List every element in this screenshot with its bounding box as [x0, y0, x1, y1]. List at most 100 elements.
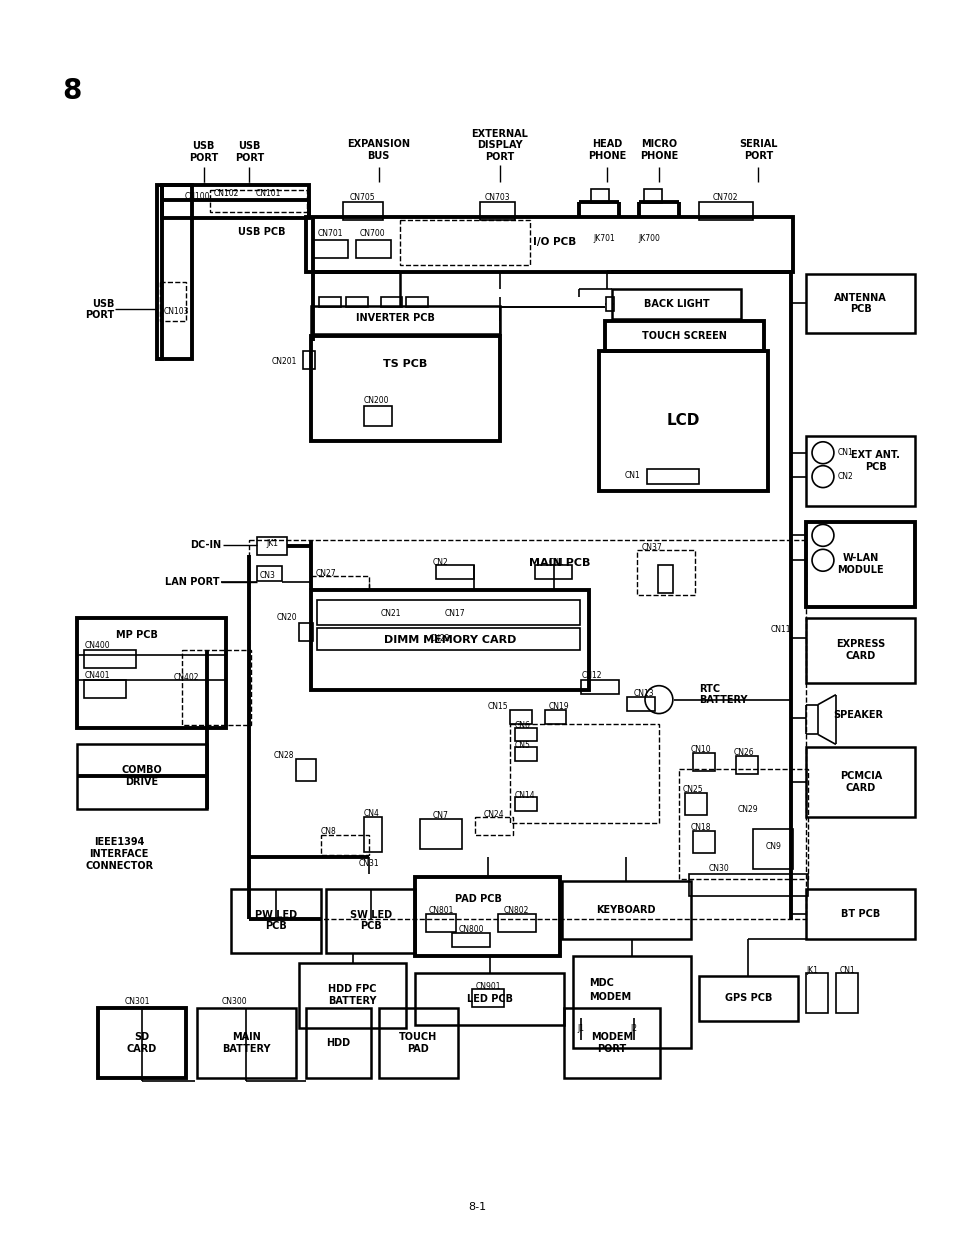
Bar	[805, 889, 915, 939]
Text: EXPRESS
CARD: EXPRESS CARD	[835, 638, 884, 661]
Bar	[835, 973, 857, 1013]
Bar	[658, 566, 672, 593]
Bar	[257, 566, 282, 582]
Text: CN705: CN705	[350, 194, 375, 203]
Text: CN1: CN1	[839, 966, 855, 974]
Bar	[580, 679, 618, 694]
Bar	[605, 298, 614, 311]
Bar	[342, 201, 382, 220]
Text: W-LAN
MODULE: W-LAN MODULE	[837, 553, 883, 576]
Bar	[515, 727, 537, 741]
Bar	[805, 274, 915, 333]
Bar	[805, 973, 827, 1013]
Text: RTC
BATTERY: RTC BATTERY	[698, 684, 746, 705]
Text: CN100: CN100	[185, 193, 210, 201]
Text: JK701: JK701	[593, 235, 615, 243]
Text: EXT ANT.
PCB: EXT ANT. PCB	[850, 450, 900, 472]
Text: CN11: CN11	[770, 625, 790, 635]
Bar	[475, 818, 513, 835]
Text: PAD PCB: PAD PCB	[455, 894, 501, 904]
Text: USB
PORT: USB PORT	[189, 141, 218, 163]
Bar	[684, 793, 706, 815]
Text: COMBO
DRIVE: COMBO DRIVE	[121, 766, 162, 787]
Text: CN31: CN31	[358, 860, 378, 868]
Text: CN7: CN7	[432, 810, 448, 820]
Bar	[345, 298, 367, 308]
Bar	[378, 1008, 457, 1078]
Bar	[688, 874, 807, 895]
Text: CN19: CN19	[548, 701, 569, 711]
Text: TS PCB: TS PCB	[383, 359, 427, 369]
Text: CN12: CN12	[580, 672, 601, 680]
Text: CN17: CN17	[444, 609, 465, 618]
Text: CN700: CN700	[359, 230, 385, 238]
Text: I/O PCB: I/O PCB	[533, 237, 576, 247]
Bar	[298, 963, 406, 1029]
Text: CN28: CN28	[274, 751, 294, 760]
Bar	[646, 468, 698, 484]
Text: CN9: CN9	[764, 842, 781, 851]
Bar	[406, 298, 428, 308]
Text: CN702: CN702	[712, 194, 738, 203]
Bar	[452, 932, 490, 946]
Bar	[400, 220, 529, 264]
Text: CN200: CN200	[363, 396, 389, 405]
Text: MAIN PCB: MAIN PCB	[528, 558, 590, 568]
Text: CN14: CN14	[515, 790, 535, 800]
Bar	[805, 618, 915, 683]
Text: CN26: CN26	[734, 748, 754, 757]
Text: CN25: CN25	[681, 784, 702, 794]
Circle shape	[811, 550, 833, 572]
Bar	[591, 189, 609, 203]
Text: CN29: CN29	[738, 805, 758, 814]
Bar	[805, 747, 915, 818]
Text: JK700: JK700	[638, 235, 659, 243]
Text: CN10: CN10	[690, 745, 710, 753]
Text: MP PCB: MP PCB	[116, 630, 158, 640]
Bar	[77, 618, 226, 727]
Bar	[210, 190, 307, 212]
Bar	[77, 745, 207, 809]
Bar	[363, 818, 381, 852]
Bar	[326, 889, 415, 953]
Text: CN400: CN400	[84, 641, 110, 651]
Bar	[318, 298, 340, 308]
Text: CN30: CN30	[707, 864, 728, 873]
Bar	[311, 336, 499, 441]
Text: IEEE1394
INTERFACE
CONNECTOR: IEEE1394 INTERFACE CONNECTOR	[85, 837, 153, 871]
Bar	[692, 753, 714, 772]
Bar	[98, 1008, 186, 1078]
Text: LED PCB: LED PCB	[466, 994, 513, 1004]
Bar	[561, 881, 690, 939]
Bar	[736, 756, 758, 774]
Bar	[436, 566, 474, 579]
Circle shape	[811, 442, 833, 463]
Bar	[564, 1008, 659, 1078]
Text: USB
PORT: USB PORT	[85, 299, 114, 320]
Text: CN301: CN301	[124, 997, 150, 1005]
Text: USB
PORT: USB PORT	[234, 141, 264, 163]
Text: BACK LIGHT: BACK LIGHT	[643, 299, 709, 310]
Bar	[497, 914, 535, 931]
Text: ANTENNA
PCB: ANTENNA PCB	[834, 293, 886, 314]
Text: CN901: CN901	[475, 982, 500, 990]
Text: SERIAL
PORT: SERIAL PORT	[739, 140, 777, 161]
Text: MODEM
PORT: MODEM PORT	[591, 1032, 633, 1053]
Bar	[698, 201, 753, 220]
Text: J1: J1	[578, 1024, 584, 1032]
Bar	[303, 351, 314, 369]
Bar	[679, 769, 807, 879]
Text: EXPANSION
BUS: EXPANSION BUS	[347, 140, 410, 161]
Bar	[306, 217, 792, 272]
Text: PCMCIA
CARD: PCMCIA CARD	[839, 772, 881, 793]
Bar	[160, 282, 186, 321]
Text: 8: 8	[62, 78, 82, 105]
Text: CN800: CN800	[457, 925, 483, 934]
Bar	[156, 185, 192, 359]
Text: DIMM MEMORY CARD: DIMM MEMORY CARD	[383, 635, 516, 645]
Text: LCD: LCD	[666, 414, 700, 429]
Bar	[84, 650, 136, 668]
Text: CN802: CN802	[503, 906, 529, 915]
Bar	[626, 697, 655, 710]
Bar	[311, 306, 499, 335]
